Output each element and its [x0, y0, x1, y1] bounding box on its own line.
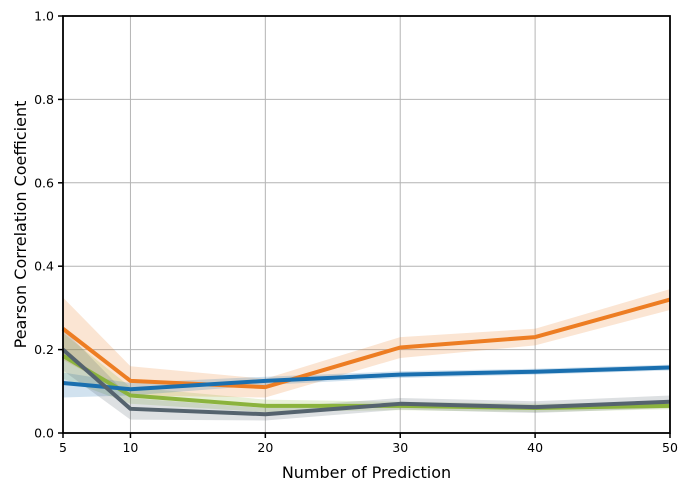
plot-frame	[62, 15, 671, 434]
y-tick-label-0.2: 0.2	[34, 342, 54, 357]
plot-border	[62, 15, 671, 434]
data-line-gray	[61, 348, 671, 417]
x-tick-label-50: 50	[662, 440, 678, 455]
x-tick-label-40: 40	[527, 440, 543, 455]
x-tick-label-20: 20	[257, 440, 273, 455]
y-tick-label-0.6: 0.6	[34, 175, 54, 190]
x-tick-label-10: 10	[122, 440, 138, 455]
data-lines	[61, 297, 671, 417]
y-tick-label-0.8: 0.8	[34, 92, 54, 107]
y-axis-label: Pearson Correlation Coefficient	[11, 101, 30, 349]
x-axis-label: Number of Prediction	[282, 463, 451, 482]
x-tick-label-30: 30	[392, 440, 408, 455]
tick-labels: 5 10 20 30 40 50 0.0 0.2 0.4 0.6 0.8 1.0	[34, 9, 678, 456]
confidence-bands	[63, 289, 670, 421]
y-tick-label-0.4: 0.4	[34, 259, 54, 274]
data-line-blue	[62, 365, 671, 392]
data-line-orange	[61, 297, 671, 390]
confidence-band-gray	[63, 328, 670, 421]
x-tick-label-5: 5	[59, 440, 67, 455]
axis-ticks	[58, 15, 671, 438]
y-tick-label-1.0: 1.0	[34, 9, 54, 24]
y-tick-label-0.0: 0.0	[34, 426, 54, 441]
